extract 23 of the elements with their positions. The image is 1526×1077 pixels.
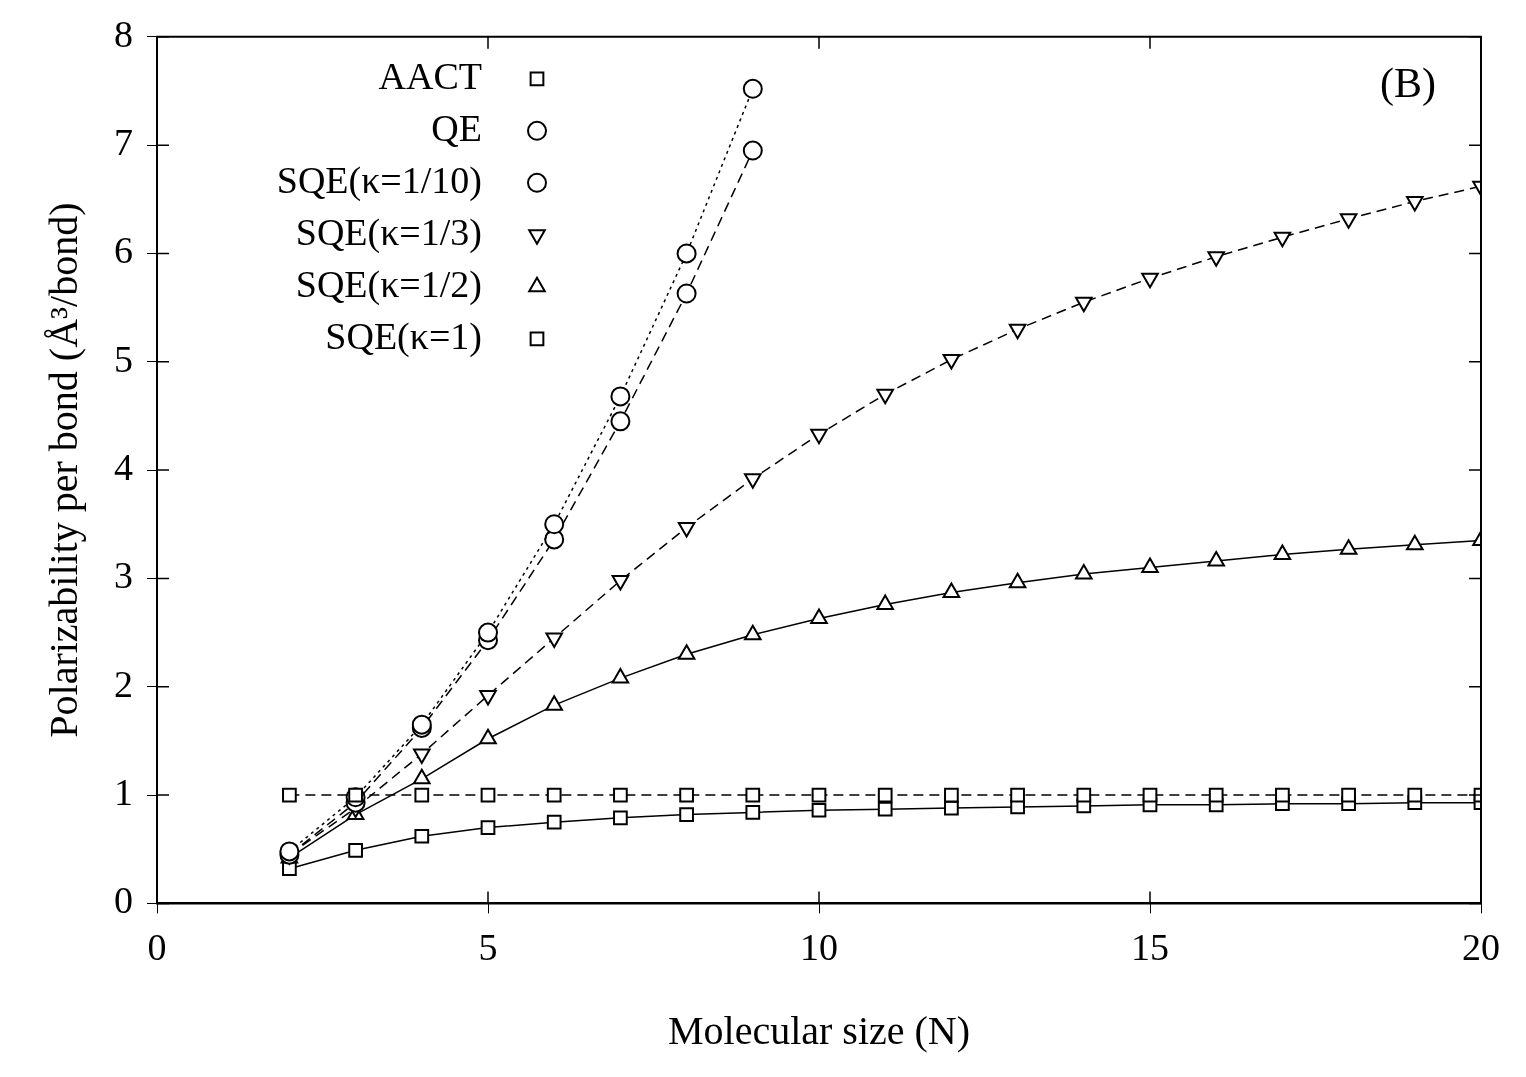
y-tick-label: 5	[114, 337, 133, 380]
x-tick-label: 20	[1462, 926, 1500, 969]
x-tick-label: 15	[1131, 926, 1169, 969]
x-tick-label: 5	[478, 926, 498, 969]
y-tick-label: 4	[114, 446, 133, 489]
y-tick-label: 7	[114, 121, 133, 164]
legend-label: AACT	[378, 54, 482, 97]
legend-label: SQE(κ=1/3)	[295, 210, 482, 254]
x-tick-label: 10	[800, 926, 838, 969]
y-tick-label: 1	[114, 771, 133, 814]
y-axis-title: Polarizability per bond (Å³/bond)	[40, 202, 86, 738]
y-tick-label: 0	[114, 879, 133, 922]
annotation: (B)	[1380, 59, 1436, 107]
y-tick-label: 8	[114, 12, 133, 55]
y-tick-label: 2	[114, 662, 133, 705]
legend-label: SQE(κ=1/2)	[295, 262, 482, 306]
x-axis-title: Molecular size (N)	[667, 1007, 971, 1053]
legend-label: QE	[431, 106, 482, 149]
x-tick-label: 0	[147, 926, 167, 969]
legend-label: SQE(κ=1)	[325, 314, 482, 358]
y-tick-label: 3	[114, 554, 133, 597]
legend-label: SQE(κ=1/10)	[276, 158, 482, 202]
y-tick-label: 6	[114, 229, 133, 272]
